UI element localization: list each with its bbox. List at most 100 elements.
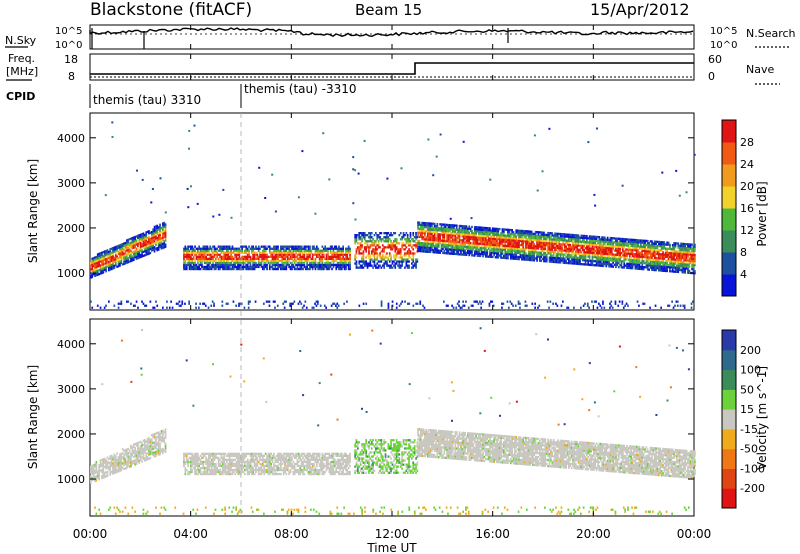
power-cell: [637, 259, 639, 262]
power-cell: [91, 267, 94, 270]
power-cell: [404, 252, 406, 255]
power-cell: [633, 263, 635, 266]
power-cell: [480, 248, 483, 252]
power-cell: [641, 245, 644, 248]
power-cell: [281, 245, 284, 248]
power-cell: [384, 238, 387, 241]
power-cell: [518, 255, 520, 259]
power-cell: [530, 256, 533, 260]
power-cell: [162, 244, 164, 247]
power-cell: [267, 259, 270, 262]
power-cell: [131, 247, 134, 250]
power-cell: [114, 260, 117, 263]
power-cell: [153, 236, 156, 239]
power-cell: [132, 258, 135, 261]
power-cell: [342, 265, 344, 269]
power-cell: [327, 249, 329, 252]
power-cell: [590, 235, 592, 238]
power-cell: [615, 241, 617, 244]
power-cell: [432, 226, 435, 229]
power-cell: [555, 261, 558, 264]
power-cell: [670, 247, 673, 251]
power-cell: [584, 234, 587, 238]
power-cell: [541, 247, 544, 250]
power-cell: [619, 239, 621, 242]
power-cell: [511, 231, 513, 234]
power-cell: [124, 258, 127, 261]
power-cell: [259, 261, 261, 265]
power-cell: [415, 258, 417, 261]
power-cell: [487, 247, 490, 250]
power-cell: [311, 245, 314, 248]
power-cell: [521, 233, 523, 237]
power-cell: [640, 239, 642, 242]
power-cell: [460, 249, 462, 252]
power-cell: [376, 262, 379, 265]
power-cell: [566, 241, 569, 244]
power-cell: [369, 232, 372, 235]
power-cell: [482, 230, 484, 233]
power-cell: [335, 251, 338, 254]
power-cell: [634, 263, 637, 266]
power-cell: [185, 263, 188, 267]
power-cell: [640, 247, 642, 250]
power-cell: [281, 259, 284, 262]
power-cell: [144, 240, 146, 243]
power-cell: [469, 252, 472, 255]
power-cell: [555, 242, 558, 245]
power-cell: [128, 242, 131, 245]
power-cell: [252, 261, 254, 265]
power-cell: [358, 232, 361, 235]
power-cell: [455, 246, 458, 250]
power-cell: [372, 244, 374, 247]
power-cell: [584, 251, 587, 254]
power-cell: [694, 264, 696, 267]
power-cell: [649, 254, 652, 257]
power-cell: [293, 249, 296, 252]
power-cell: [209, 245, 212, 248]
power-cell: [635, 261, 638, 264]
power-cell: [443, 251, 446, 255]
power-cell: [256, 255, 259, 258]
power-cell: [664, 259, 667, 262]
power-cell: [402, 248, 405, 251]
power-cell: [512, 237, 515, 240]
power-cell: [163, 246, 166, 249]
power-cell: [537, 306, 539, 309]
power-cell: [635, 255, 638, 258]
power-cell: [365, 248, 367, 251]
power-cell: [658, 244, 660, 248]
power-cell: [246, 249, 249, 252]
power-cell: [615, 245, 617, 248]
power-cell: [685, 265, 688, 268]
power-cell: [334, 251, 336, 254]
power-cell: [606, 261, 609, 264]
power-cell: [642, 261, 645, 265]
power-cell: [313, 265, 315, 269]
power-cell: [210, 249, 213, 252]
power-cell: [550, 260, 552, 263]
power-cell: [417, 249, 419, 253]
power-cell: [310, 263, 313, 267]
power-cell: [684, 251, 686, 254]
power-cell: [483, 253, 486, 256]
power-cell: [483, 245, 486, 248]
power-cell: [530, 230, 533, 233]
power-cell: [518, 245, 520, 249]
power-cell: [199, 267, 202, 271]
power-cell: [476, 246, 479, 249]
power-cell: [659, 240, 662, 244]
power-cell: [298, 263, 300, 267]
power-cell: [331, 259, 333, 262]
power-cell: [159, 227, 161, 230]
power-cell: [462, 245, 465, 248]
power-cell: [523, 256, 526, 259]
power-cell: [120, 245, 123, 248]
power-cell: [291, 253, 293, 256]
power-cell: [359, 238, 362, 241]
power-cell: [285, 263, 288, 267]
power-cell: [256, 251, 259, 254]
power-cell: [500, 236, 502, 239]
power-cell: [440, 249, 443, 252]
power-cell: [278, 259, 281, 262]
